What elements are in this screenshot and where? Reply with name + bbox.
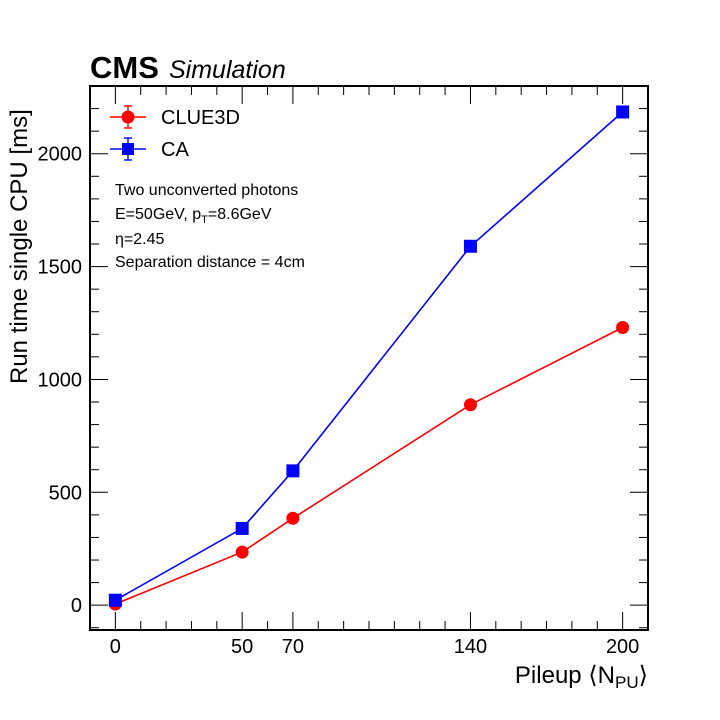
experiment-label: CMS <box>90 50 159 85</box>
annotation-block: Two unconverted photons E=50GeV, pT=8.6G… <box>115 182 305 271</box>
annotation-line-4: Separation distance = 4cm <box>115 254 305 271</box>
x-tick-label: 140 <box>454 636 487 658</box>
y-tick-label: 1500 <box>38 257 83 279</box>
x-tick-label: 0 <box>110 636 121 658</box>
y-axis-label: Run time single CPU [ms] <box>6 109 33 384</box>
plot-frame <box>89 85 649 631</box>
legend-ca-label: CA <box>161 139 189 161</box>
annotation-line-1: Two unconverted photons <box>115 182 298 199</box>
data-point-ca <box>235 521 249 535</box>
x-tick-label: 200 <box>606 636 639 658</box>
data-point-ca <box>286 464 300 478</box>
data-point-ca <box>616 105 630 119</box>
data-point-ca <box>463 239 477 253</box>
series-layer <box>108 105 630 611</box>
data-point-clue3d <box>616 321 630 335</box>
annotation-line-3: η=2.45 <box>115 231 164 248</box>
data-point-ca <box>108 593 122 607</box>
y-tick-label: 1000 <box>38 369 83 391</box>
y-tick-label: 500 <box>49 482 82 504</box>
ticks-layer <box>90 85 648 630</box>
data-point-clue3d <box>286 511 300 525</box>
data-point-clue3d <box>235 545 249 559</box>
tick-labels-layer: 0 500 1000 1500 2000 0 50 70 140 200 <box>38 144 640 658</box>
x-tick-label: 50 <box>231 636 253 658</box>
data-point-clue3d <box>463 398 477 412</box>
x-tick-label: 70 <box>282 636 304 658</box>
legend-ca-marker <box>122 143 134 155</box>
y-tick-label: 0 <box>71 595 82 617</box>
annotation-line-2: E=50GeV, pT=8.6GeV <box>115 206 272 226</box>
y-tick-label: 2000 <box>38 144 83 166</box>
simulation-label: Simulation <box>169 56 286 84</box>
legend-clue3d-marker <box>121 110 135 124</box>
series-line-clue3d <box>115 326 623 605</box>
legend: CLUE3D CA <box>110 105 240 161</box>
legend-clue3d-label: CLUE3D <box>161 107 240 129</box>
x-axis-label: Pileup ⟨NPU⟩ <box>515 662 648 692</box>
